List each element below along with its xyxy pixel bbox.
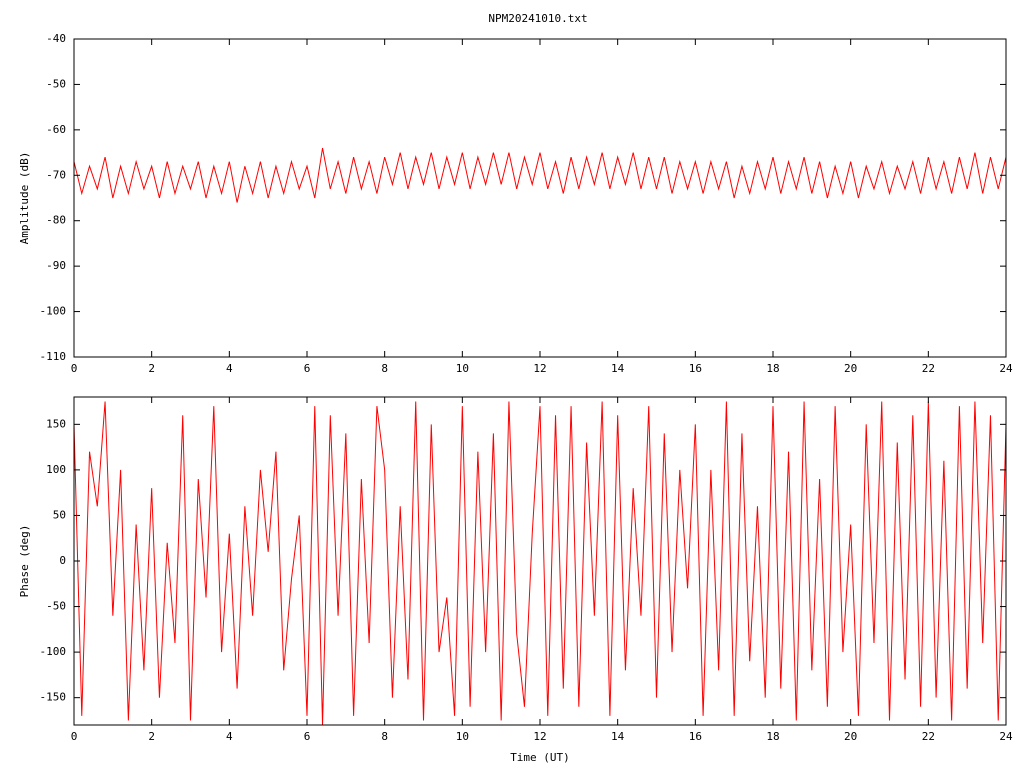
x-tick-label: 18: [766, 730, 779, 743]
x-tick-label: 24: [999, 730, 1013, 743]
y-tick-label: -80: [46, 214, 66, 227]
data-line: [73, 147, 1007, 203]
x-tick-label: 2: [148, 730, 155, 743]
x-tick-label: 18: [766, 362, 779, 375]
x-tick-label: 6: [304, 730, 311, 743]
x-tick-label: 22: [922, 730, 935, 743]
x-tick-label: 16: [689, 730, 702, 743]
x-tick-label: 12: [533, 730, 546, 743]
x-tick-label: 24: [999, 362, 1013, 375]
x-tick-label: 2: [148, 362, 155, 375]
x-tick-label: 8: [381, 362, 388, 375]
y-tick-label: -110: [40, 350, 67, 363]
x-tick-label: 10: [456, 362, 469, 375]
y-tick-label: -150: [40, 691, 67, 704]
y-tick-label: -70: [46, 168, 66, 181]
y-tick-label: -60: [46, 123, 66, 136]
x-tick-label: 16: [689, 362, 702, 375]
x-tick-label: 6: [304, 362, 311, 375]
y-tick-label: -50: [46, 600, 66, 613]
x-tick-label: 8: [381, 730, 388, 743]
x-tick-label: 10: [456, 730, 469, 743]
y-tick-label: -90: [46, 259, 66, 272]
y-tick-label: 150: [46, 417, 66, 430]
x-tick-label: 22: [922, 362, 935, 375]
x-axis-label: Time (UT): [510, 751, 570, 764]
x-tick-label: 14: [611, 730, 625, 743]
x-tick-label: 20: [844, 362, 857, 375]
x-tick-label: 0: [71, 730, 78, 743]
x-tick-label: 4: [226, 730, 233, 743]
y-tick-label: -40: [46, 32, 66, 45]
x-tick-label: 14: [611, 362, 625, 375]
y-tick-label: -100: [40, 305, 67, 318]
x-tick-label: 4: [226, 362, 233, 375]
y-tick-label: 0: [59, 554, 66, 567]
x-tick-label: 12: [533, 362, 546, 375]
chart-title: NPM20241010.txt: [488, 12, 587, 25]
x-tick-label: 0: [71, 362, 78, 375]
data-line: [73, 401, 1007, 726]
y-tick-label: 50: [53, 508, 66, 521]
y-tick-label: 100: [46, 463, 66, 476]
y-tick-label: -50: [46, 77, 66, 90]
y-axis-label: Phase (deg): [18, 525, 31, 598]
y-axis-label: Amplitude (dB): [18, 152, 31, 245]
y-tick-label: -100: [40, 645, 67, 658]
x-tick-label: 20: [844, 730, 857, 743]
